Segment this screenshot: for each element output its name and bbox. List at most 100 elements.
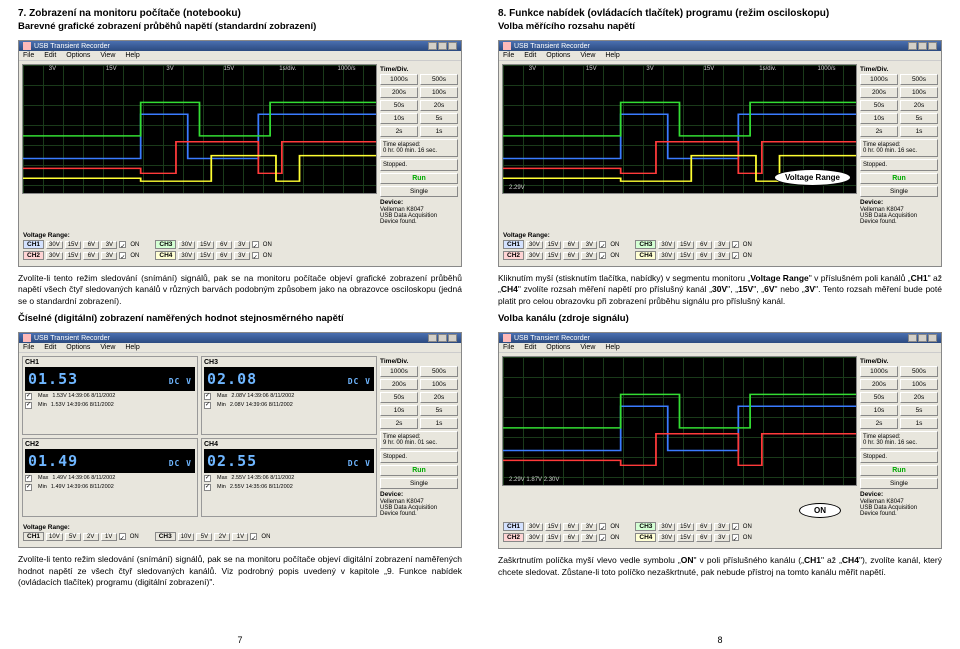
ch-on-check[interactable]: [599, 252, 606, 259]
range-btn[interactable]: 30V: [658, 523, 675, 531]
range-btn[interactable]: 3V: [581, 534, 597, 542]
menu-file[interactable]: File: [503, 52, 514, 59]
time-btn[interactable]: 20s: [900, 100, 938, 111]
menu-edit[interactable]: Edit: [44, 344, 56, 351]
range-btn[interactable]: 30V: [46, 252, 63, 260]
time-btn[interactable]: 500s: [420, 74, 458, 85]
range-btn[interactable]: 30V: [658, 534, 675, 542]
menubar[interactable]: File Edit Options View Help: [499, 51, 941, 61]
range-btn[interactable]: 3V: [101, 252, 117, 260]
range-btn[interactable]: 3V: [581, 241, 597, 249]
time-btn[interactable]: 20s: [420, 100, 458, 111]
ch-on-check[interactable]: [732, 534, 739, 541]
window-controls[interactable]: [908, 334, 937, 342]
time-btn[interactable]: 10s: [860, 405, 898, 416]
time-btn[interactable]: 2s: [380, 418, 418, 429]
menu-file[interactable]: File: [23, 52, 34, 59]
menu-options[interactable]: Options: [546, 52, 570, 59]
range-btn[interactable]: 15V: [197, 252, 214, 260]
menu-file[interactable]: File: [503, 344, 514, 351]
single-button[interactable]: Single: [860, 186, 938, 197]
run-button[interactable]: Run: [380, 465, 458, 476]
range-btn[interactable]: 6V: [696, 523, 712, 531]
time-btn[interactable]: 500s: [420, 366, 458, 377]
ch4-on-check[interactable]: [252, 252, 259, 259]
range-btn[interactable]: 3V: [234, 252, 250, 260]
range-btn[interactable]: 6V: [696, 241, 712, 249]
range-btn[interactable]: 6V: [563, 523, 579, 531]
menu-options[interactable]: Options: [66, 52, 90, 59]
time-btn[interactable]: 200s: [860, 379, 898, 390]
time-btn[interactable]: 5s: [900, 113, 938, 124]
range-btn[interactable]: 6V: [563, 534, 579, 542]
time-btn[interactable]: 50s: [380, 392, 418, 403]
time-btn[interactable]: 200s: [860, 87, 898, 98]
range-btn[interactable]: 15V: [65, 252, 82, 260]
range-btn[interactable]: 6V: [83, 241, 99, 249]
time-btn[interactable]: 1s: [420, 126, 458, 137]
ch-on-check[interactable]: [119, 533, 126, 540]
ch-on-check[interactable]: [732, 252, 739, 259]
ch-on-check[interactable]: [599, 523, 606, 530]
time-btn[interactable]: 5s: [420, 405, 458, 416]
range-btn[interactable]: 15V: [677, 241, 694, 249]
time-btn[interactable]: 200s: [380, 87, 418, 98]
range-btn[interactable]: 15V: [65, 241, 82, 249]
range-btn[interactable]: 10V: [178, 533, 195, 541]
range-btn[interactable]: 2V: [83, 533, 99, 541]
menu-help[interactable]: Help: [605, 344, 619, 351]
time-btn[interactable]: 500s: [900, 74, 938, 85]
time-btn[interactable]: 1000s: [860, 74, 898, 85]
range-btn[interactable]: 1V: [232, 533, 248, 541]
window-controls[interactable]: [908, 42, 937, 50]
ch3-on-check[interactable]: [252, 241, 259, 248]
time-btn[interactable]: 500s: [900, 366, 938, 377]
menu-options[interactable]: Options: [546, 344, 570, 351]
range-btn[interactable]: 3V: [101, 241, 117, 249]
range-btn[interactable]: 30V: [46, 241, 63, 249]
single-button[interactable]: Single: [380, 186, 458, 197]
range-btn[interactable]: 3V: [234, 241, 250, 249]
range-btn[interactable]: 6V: [696, 534, 712, 542]
menubar[interactable]: File Edit Options View Help: [19, 343, 461, 353]
window-controls[interactable]: [428, 334, 457, 342]
run-button[interactable]: Run: [380, 173, 458, 184]
range-btn[interactable]: 30V: [658, 252, 675, 260]
range-btn[interactable]: 30V: [526, 534, 543, 542]
range-btn[interactable]: 6V: [563, 241, 579, 249]
menu-options[interactable]: Options: [66, 344, 90, 351]
window-controls[interactable]: [428, 42, 457, 50]
time-btn[interactable]: 5s: [420, 113, 458, 124]
range-btn[interactable]: 6V: [216, 252, 232, 260]
time-btn[interactable]: 1000s: [860, 366, 898, 377]
range-btn[interactable]: 15V: [545, 252, 562, 260]
menu-edit[interactable]: Edit: [44, 52, 56, 59]
run-button[interactable]: Run: [860, 465, 938, 476]
range-btn[interactable]: 30V: [178, 241, 195, 249]
range-btn[interactable]: 15V: [677, 523, 694, 531]
time-btn[interactable]: 1s: [420, 418, 458, 429]
single-button[interactable]: Single: [380, 478, 458, 489]
menu-edit[interactable]: Edit: [524, 52, 536, 59]
time-btn[interactable]: 2s: [860, 126, 898, 137]
time-btn[interactable]: 10s: [380, 405, 418, 416]
time-btn[interactable]: 2s: [380, 126, 418, 137]
time-btn[interactable]: 1000s: [380, 366, 418, 377]
time-btn[interactable]: 10s: [860, 113, 898, 124]
range-btn[interactable]: 6V: [83, 252, 99, 260]
range-btn[interactable]: 30V: [526, 241, 543, 249]
time-btn[interactable]: 5s: [900, 405, 938, 416]
range-btn[interactable]: 3V: [714, 523, 730, 531]
ch-on-check[interactable]: [732, 523, 739, 530]
range-btn[interactable]: 30V: [658, 241, 675, 249]
range-btn[interactable]: 15V: [677, 534, 694, 542]
menu-edit[interactable]: Edit: [524, 344, 536, 351]
ch-on-check[interactable]: [599, 534, 606, 541]
menu-help[interactable]: Help: [125, 52, 139, 59]
range-btn[interactable]: 6V: [216, 241, 232, 249]
time-btn[interactable]: 1000s: [380, 74, 418, 85]
time-btn[interactable]: 10s: [380, 113, 418, 124]
menu-view[interactable]: View: [580, 344, 595, 351]
range-btn[interactable]: 15V: [545, 534, 562, 542]
range-btn[interactable]: 3V: [714, 252, 730, 260]
